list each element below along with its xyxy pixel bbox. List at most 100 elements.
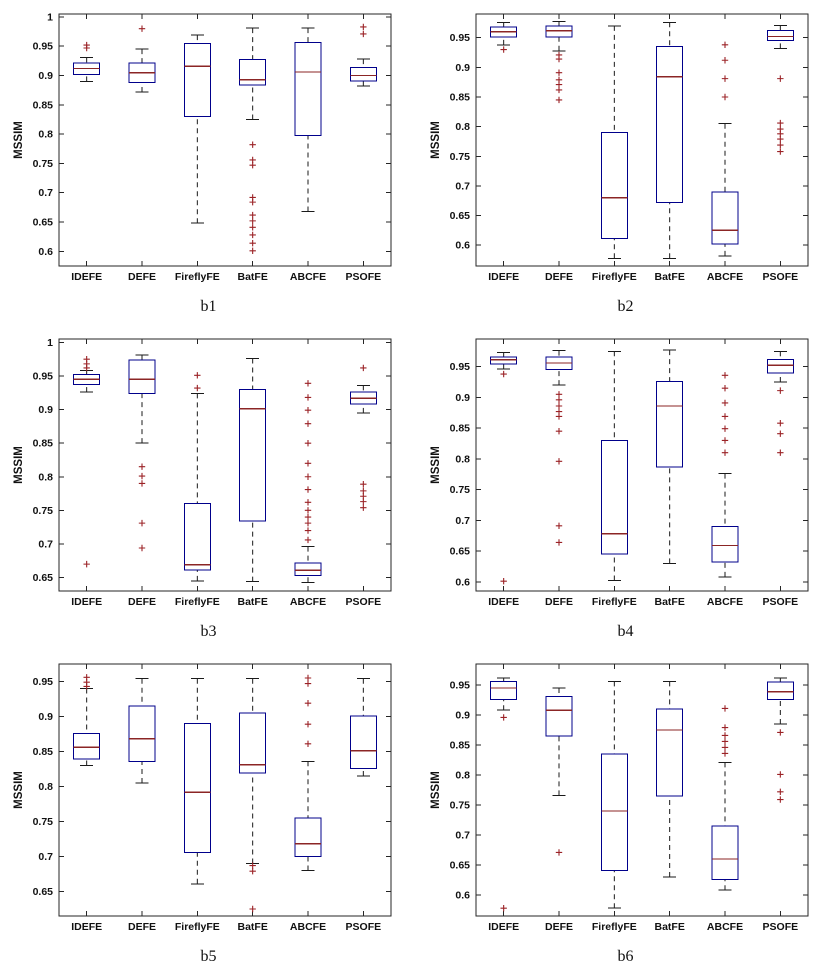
outlier-marker (304, 700, 311, 707)
outlier-marker (304, 740, 311, 747)
outlier-marker (248, 217, 256, 225)
outlier-marker (82, 683, 90, 690)
box-PSOFE (766, 30, 794, 42)
y-tick-label: 0.65 (32, 886, 53, 898)
box-BatFE (655, 46, 683, 204)
outlier-marker (776, 119, 784, 127)
outlier-marker (359, 493, 367, 500)
outlier-marker (776, 788, 784, 795)
y-tick-label: 0.75 (449, 800, 470, 812)
outlier-marker (248, 211, 256, 219)
panel-label-b2: b2 (617, 298, 634, 315)
box-BatFE (655, 380, 683, 468)
outlier-marker (304, 513, 311, 521)
x-tick-label: IDEFE (488, 271, 519, 283)
outlier-marker (555, 413, 562, 420)
y-tick-label: 0.95 (449, 680, 470, 692)
outlier-marker (304, 674, 311, 682)
y-tick-label: 0.8 (38, 781, 53, 793)
y-tick-label: 0.7 (455, 515, 470, 527)
x-tick-label: DEFE (544, 271, 572, 283)
box-BatFE (655, 708, 683, 797)
outlier-marker (721, 41, 728, 49)
axes-box (475, 338, 808, 592)
boxplot-svg: 0.6 0.65 0.7 0.75 0.8 0.85 0.9 0.95 IDEFE DEFE Fir… (430, 663, 808, 933)
x-tick-label: IDEFE (488, 596, 519, 608)
x-tick-label: BatFE (654, 271, 684, 283)
box-ABCFE (711, 525, 738, 563)
y-tick-label: 0.8 (38, 129, 53, 141)
outlier-marker (721, 425, 728, 432)
outlier-marker (138, 472, 145, 480)
y-axis-label: MSSIM (430, 771, 442, 809)
x-tick-label: PSOFE (345, 596, 381, 608)
box-FireflyFE (183, 723, 211, 853)
panel-b3: 0.65 0.7 0.75 0.8 0.85 0.9 0.95 1 IDEFE DEFE Firef… (0, 325, 417, 650)
outlier-marker (721, 57, 728, 64)
outlier-marker (555, 69, 562, 76)
boxplot-svg: 0.6 0.65 0.7 0.75 0.8 0.85 0.9 0.95 1 IDEFE DEFE Fi… (13, 11, 391, 283)
x-tick-label: PSOFE (345, 271, 381, 283)
outlier-marker (555, 402, 562, 410)
x-tick-label: FireflyFE (174, 596, 219, 608)
y-tick-label: 0.95 (32, 41, 53, 53)
outlier-marker (776, 75, 784, 82)
y-tick-label: 0.75 (32, 505, 53, 517)
x-tick-label: PSOFE (345, 921, 381, 933)
outlier-marker (555, 55, 562, 63)
x-tick-label: DEFE (544, 596, 572, 608)
x-tick-label: FireflyFE (174, 271, 219, 283)
box-FireflyFE (600, 753, 628, 871)
x-tick-label: DEFE (127, 921, 155, 933)
boxplot-svg: 0.65 0.7 0.75 0.8 0.85 0.9 0.95 1 IDEFE DEFE Firef… (13, 337, 391, 608)
outlier-marker (499, 714, 507, 721)
y-tick-label: 0.85 (449, 423, 470, 435)
outlier-marker (555, 427, 562, 435)
x-tick-label: BatFE (654, 921, 684, 933)
outlier-marker (304, 680, 311, 687)
outlier-marker (304, 519, 311, 527)
y-tick-label: 0.95 (449, 32, 470, 44)
outlier-marker (721, 413, 728, 420)
x-tick-label: FireflyFE (174, 921, 219, 933)
plot-b4: 0.6 0.65 0.7 0.75 0.8 0.85 0.9 0.95 IDEFE DEFE Fir… (426, 331, 826, 621)
outlier-marker (304, 721, 311, 728)
panel-label-b3: b3 (200, 623, 217, 640)
outlier-marker (721, 750, 728, 757)
x-tick-label: ABCFE (706, 271, 742, 283)
panel-label-b1: b1 (200, 298, 217, 315)
panel-b4: 0.6 0.65 0.7 0.75 0.8 0.85 0.9 0.95 IDEFE DEFE Fir… (417, 325, 834, 650)
outlier-marker (359, 480, 367, 488)
x-tick-label: IDEFE (71, 271, 102, 283)
outlier-marker (248, 162, 256, 169)
outlier-marker (555, 96, 562, 104)
outlier-marker (359, 498, 367, 505)
x-tick-label: BatFE (654, 596, 684, 608)
boxplot-svg: 0.6 0.65 0.7 0.75 0.8 0.85 0.9 0.95 IDEFE DEFE Fir… (430, 338, 808, 608)
y-tick-label: 0.7 (38, 187, 53, 199)
outlier-marker (304, 407, 311, 414)
outlier-marker (304, 439, 311, 447)
outlier-marker (304, 473, 311, 480)
box-PSOFE (349, 715, 377, 769)
outlier-marker (304, 380, 311, 387)
panel-label-b6: b6 (617, 948, 634, 965)
outlier-marker (138, 519, 145, 527)
outlier-marker (555, 522, 562, 530)
outlier-marker (776, 387, 784, 394)
y-tick-label: 0.8 (38, 471, 53, 483)
box-IDEFE (489, 680, 517, 700)
outlier-marker (776, 420, 784, 427)
y-tick-label: 0.8 (455, 770, 470, 782)
axes-box (58, 663, 391, 917)
y-tick-label: 0.9 (455, 392, 470, 404)
outlier-marker (721, 705, 728, 712)
y-tick-label: 0.75 (32, 816, 53, 828)
outlier-marker (359, 487, 367, 495)
y-tick-label: 0.85 (32, 438, 53, 450)
box-IDEFE (72, 732, 100, 760)
x-tick-label: PSOFE (762, 596, 798, 608)
outlier-marker (304, 527, 311, 534)
y-tick-label: 0.7 (38, 851, 53, 863)
